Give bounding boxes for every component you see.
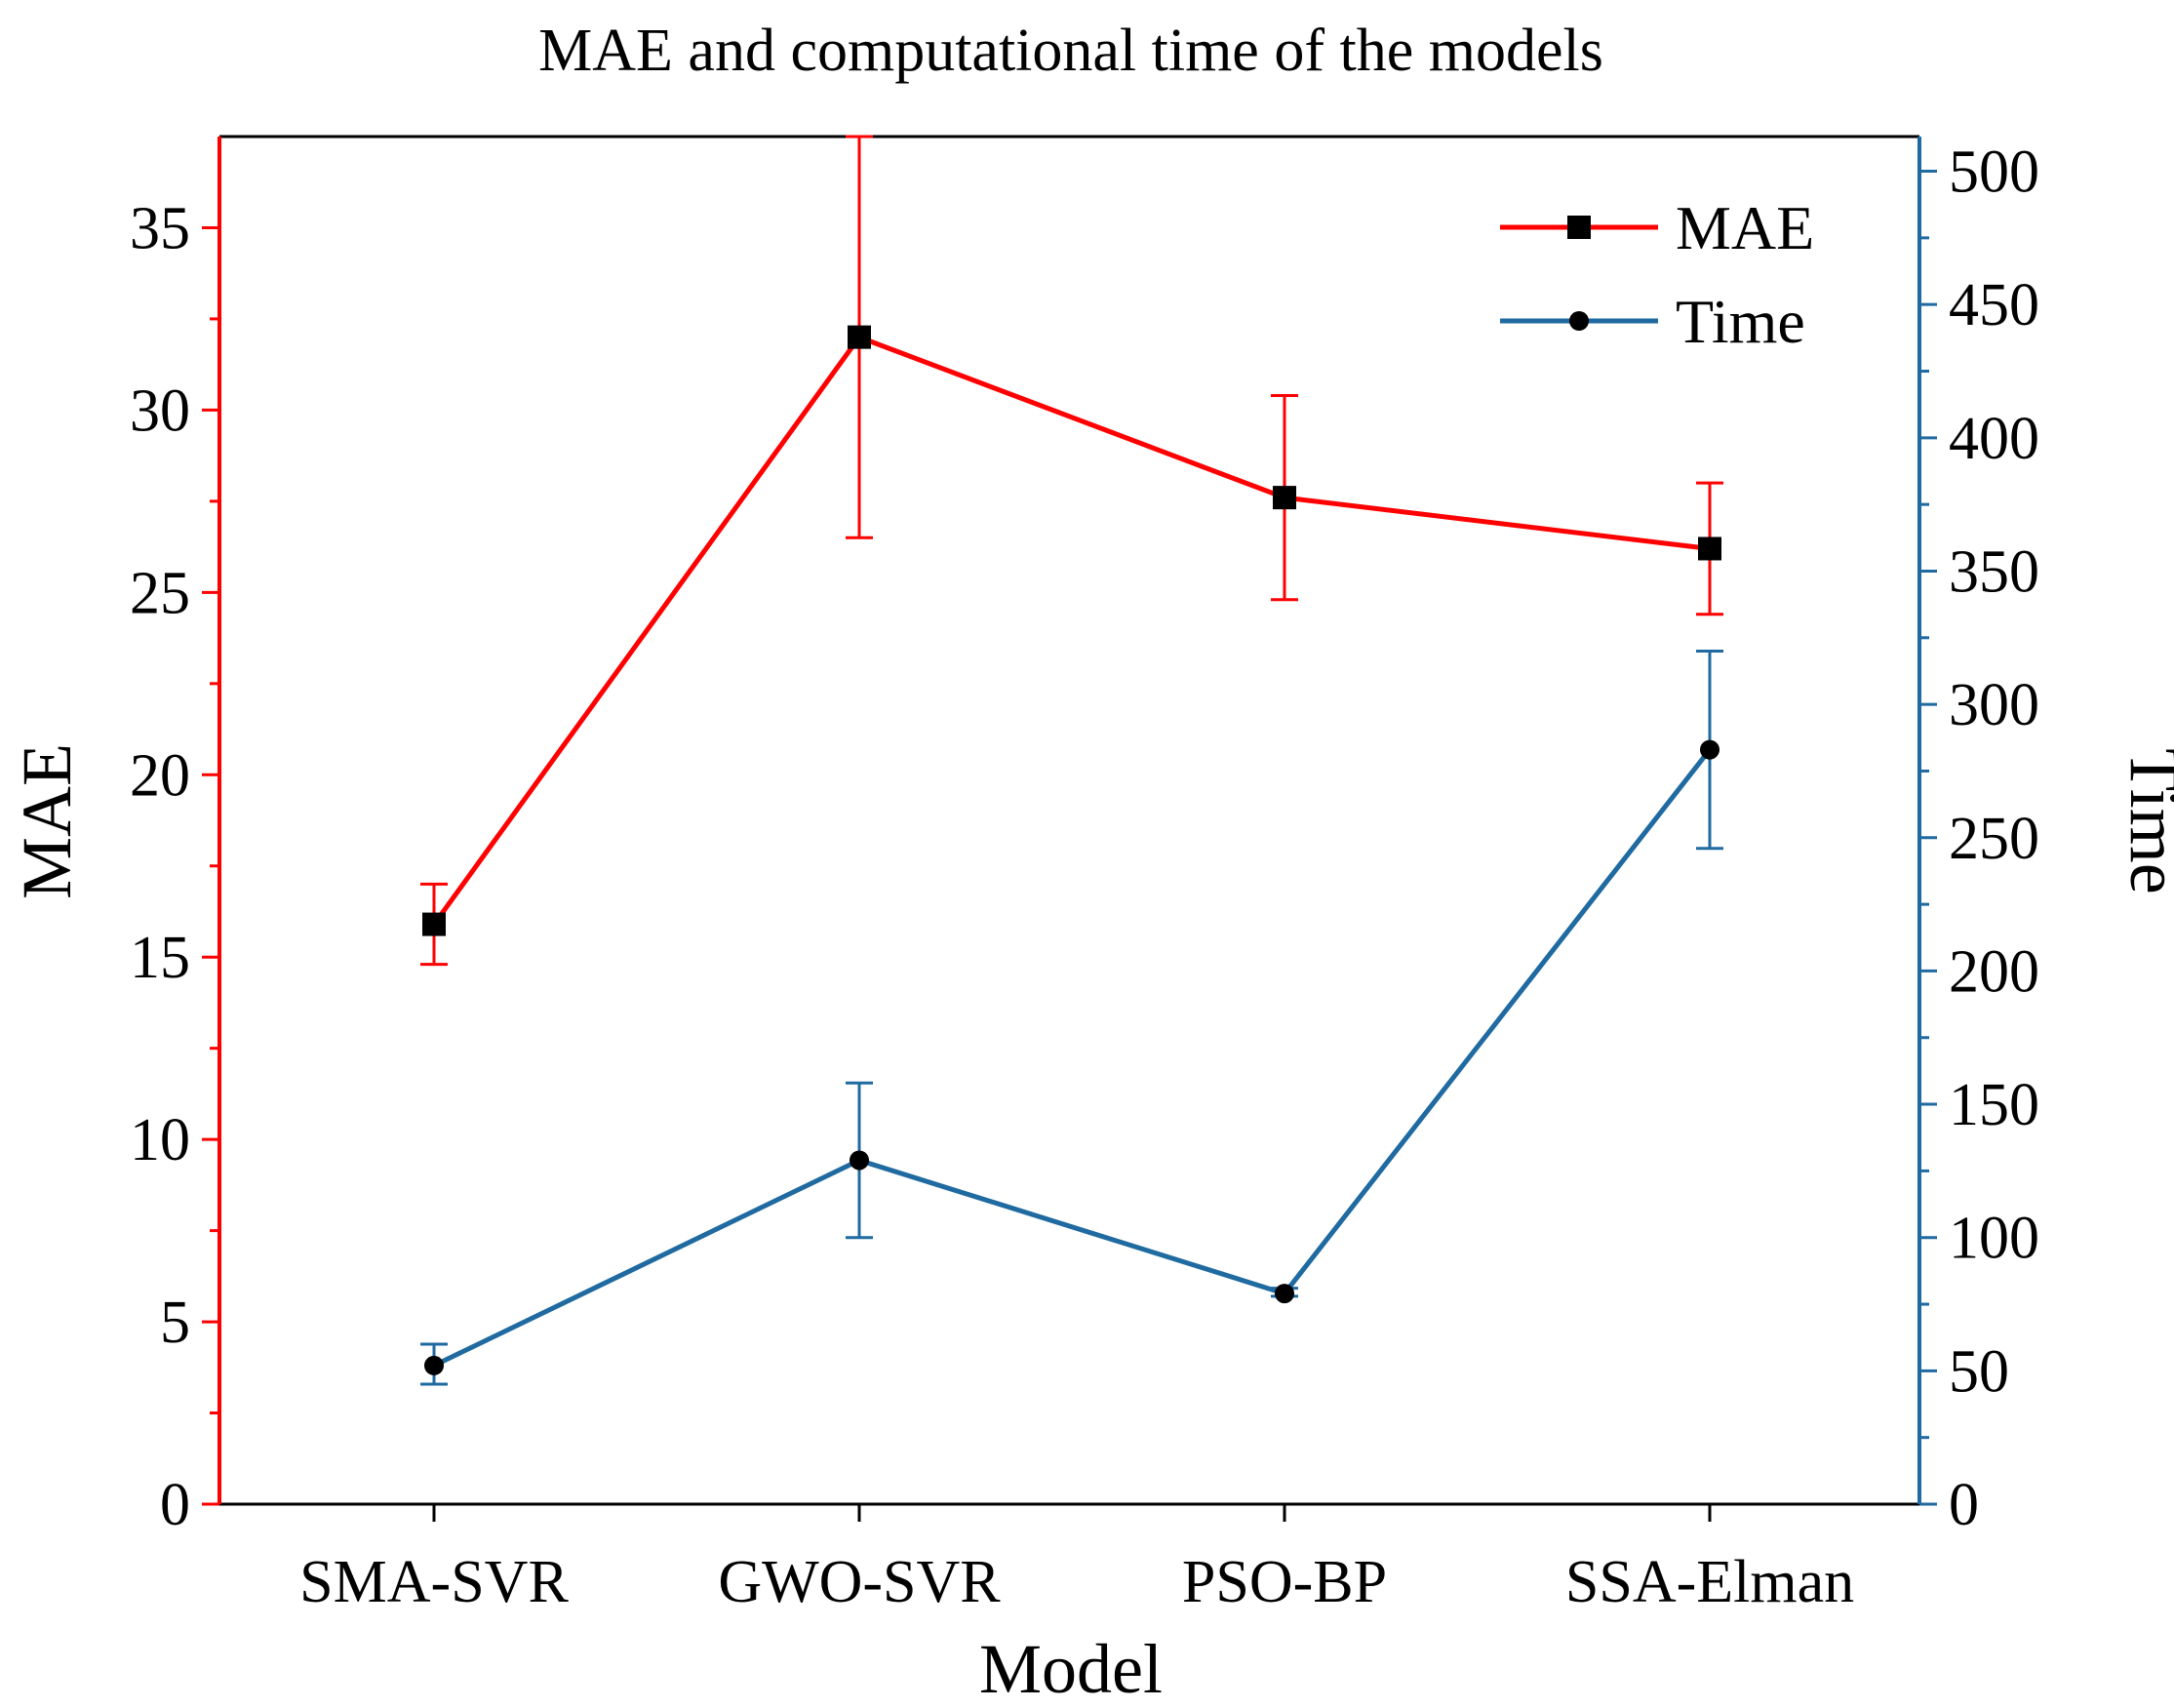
time-series-line	[432, 748, 1712, 1369]
y-right-tick-label: 500	[1949, 139, 2039, 206]
y-left-tick-label: 35	[130, 195, 190, 261]
y-left-tick-label: 25	[130, 560, 190, 626]
y-left-tick-label: 0	[160, 1472, 190, 1538]
y-axis-left-label: MAE	[8, 743, 86, 899]
mae-point	[422, 912, 446, 936]
y-left-tick-label: 30	[130, 377, 190, 444]
x-axis-label: Model	[979, 1630, 1163, 1708]
y-left-tick-label: 5	[160, 1290, 190, 1356]
legend: MAE Time	[1500, 193, 1814, 356]
y-right-tick-label: 300	[1949, 672, 2039, 738]
y-left-tick-label: 10	[130, 1107, 190, 1173]
y-right-tick-label: 400	[1949, 406, 2039, 472]
time-point	[1700, 739, 1719, 760]
y-right-tick-label: 150	[1949, 1072, 2039, 1138]
time-point	[850, 1150, 869, 1171]
x-tick-label: SMA-SVR	[299, 1549, 569, 1615]
chart-title: MAE and computational time of the models	[538, 18, 1603, 84]
time-point	[1275, 1284, 1294, 1304]
legend-time-label: Time	[1676, 287, 1805, 356]
y-right-tick-label: 350	[1949, 538, 2039, 605]
mae-point	[1698, 536, 1721, 561]
mae-point	[848, 325, 871, 349]
legend-mae-label: MAE	[1676, 193, 1814, 262]
y-left-tick-label: 20	[130, 742, 190, 809]
y-right-tick-label: 50	[1949, 1338, 2009, 1405]
legend-time-marker	[1569, 311, 1589, 331]
mae-point	[1273, 486, 1296, 510]
x-tick-label: SSA-Elman	[1565, 1549, 1854, 1615]
x-tick-label: PSO-BP	[1182, 1549, 1387, 1615]
mae-series-line	[431, 335, 1711, 927]
x-tick-label: GWO-SVR	[718, 1549, 1001, 1615]
y-right-tick-label: 0	[1949, 1472, 1979, 1538]
time-point	[424, 1355, 444, 1375]
y-right-tick-label: 100	[1949, 1206, 2039, 1272]
y-axis-right-label: Time	[2115, 748, 2174, 894]
y-left-tick-label: 15	[130, 925, 190, 991]
legend-mae-marker	[1567, 216, 1591, 239]
y-right-tick-label: 250	[1949, 806, 2039, 872]
y-right-tick-label: 450	[1949, 272, 2039, 338]
y-right-tick-label: 200	[1949, 938, 2039, 1005]
plot-area: SMA-SVR GWO-SVR PSO-BP SSA-Elman 0 5 10 15 20 25 3…	[130, 135, 2039, 1615]
